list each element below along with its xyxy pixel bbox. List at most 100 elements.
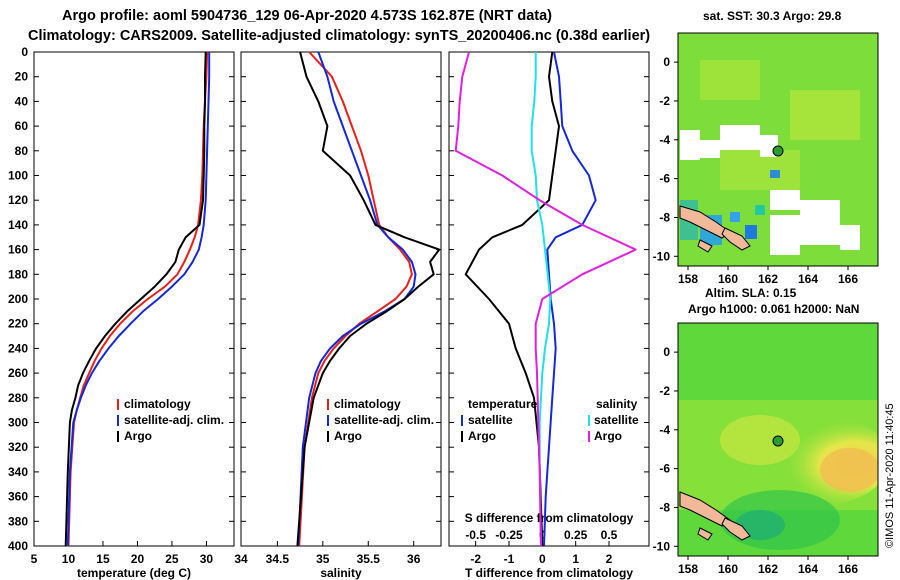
depth-tick-label: 180: [8, 267, 28, 281]
map-lat-label: -6: [659, 172, 670, 186]
legend-label: satellite-adj. clim.: [334, 413, 434, 427]
legend-swatch-climatology: [117, 399, 119, 410]
map-lon-label: 158: [678, 272, 698, 286]
series-line-climatology: [298, 51, 413, 547]
map-lat-label: -2: [659, 94, 670, 108]
depth-tick-label: 120: [8, 193, 28, 207]
x-tick-label: 0: [539, 552, 546, 566]
x2-tick-label: 0.5: [601, 528, 618, 542]
x-tick-label: -2: [470, 552, 481, 566]
salinity-legend: climatology satellite-adj. clim. Argo: [327, 397, 434, 443]
x-tick-label: 36: [407, 552, 421, 566]
x-tick-label: 1: [572, 552, 579, 566]
depth-tick-label: 40: [15, 94, 29, 108]
x-tick-label: 2: [606, 552, 613, 566]
sst-map: [677, 32, 879, 267]
map-lon-label: 166: [838, 562, 858, 576]
temperature-panel: 5 10 15 20 25 30 34 temperature (deg C): [31, 51, 248, 580]
legend-swatch-satellite: [327, 415, 329, 426]
legend-swatch-climatology: [327, 399, 329, 410]
depth-tick-label: 340: [8, 465, 28, 479]
x-axis-label: temperature (deg C): [77, 566, 191, 580]
map-lon-label: 164: [798, 272, 818, 286]
title-line-2: Climatology: CARS2009. Satellite-adjuste…: [28, 28, 650, 44]
map-lat-label: 0: [663, 345, 670, 359]
x-tick-label: 5: [31, 552, 38, 566]
legend-label: Argo: [334, 429, 362, 443]
series-line-salinity-satellite: [530, 52, 552, 547]
legend-swatch-sal-argo: [588, 431, 590, 442]
legend-swatch-satellite: [117, 415, 119, 426]
map-lon-label: 162: [758, 562, 778, 576]
depth-tick-label: 20: [15, 70, 29, 84]
x2-tick-label: -0.25: [495, 528, 523, 542]
sla-map-axes: 158 160 162 164 166 0 -2 -4 -6 -8 -10: [653, 345, 859, 576]
legend-swatch-sal-satellite: [588, 415, 590, 426]
map-lat-label: 0: [663, 55, 670, 69]
map-lat-label: -8: [659, 500, 670, 514]
depth-tick-label: 320: [8, 440, 28, 454]
x-tick-label: 15: [96, 552, 110, 566]
depth-tick-label: 100: [8, 169, 28, 183]
legend-swatch-temp-argo: [461, 431, 463, 442]
sst-map-axes: 158 160 162 164 166 0 -2 -4 -6 -8 -10: [653, 55, 859, 286]
series-line-argo: [64, 51, 207, 547]
map-lat-label: -4: [659, 133, 670, 147]
legend-label: satellite-adj. clim.: [124, 413, 224, 427]
map-lon-label: 160: [718, 562, 738, 576]
legend-swatch-argo: [327, 431, 329, 442]
depth-tick-label: 160: [8, 243, 28, 257]
legend-label: Argo: [124, 429, 152, 443]
depth-tick-label: 200: [8, 292, 28, 306]
depth-tick-label: 0: [21, 45, 28, 59]
map-lon-label: 164: [798, 562, 818, 576]
series-line-temperature-argo: [464, 51, 560, 547]
series-line-climatology: [67, 51, 209, 547]
argo-location-marker: [772, 145, 784, 157]
map-lat-label: -2: [659, 384, 670, 398]
depth-tick-label: 260: [8, 366, 28, 380]
x-tick-label: 10: [62, 552, 76, 566]
difference-legend: temperature satellite Argo salinity sate…: [461, 397, 639, 443]
map-lat-label: -10: [653, 539, 671, 553]
depth-tick-label: 60: [15, 119, 29, 133]
difference-panel: -2 -1 0 1 2T difference from climatology S di…: [448, 51, 650, 580]
x2-tick-label: 0.25: [564, 528, 588, 542]
series-line-satellite-adj-clim-: [66, 52, 211, 547]
depth-tick-label: 220: [8, 317, 28, 331]
map-lon-label: 166: [838, 272, 858, 286]
x-tick-label: 20: [131, 552, 145, 566]
x-axis-label: T difference from climatology: [465, 566, 633, 580]
depth-tick-label: 280: [8, 391, 28, 405]
depth-tick-label: 80: [15, 144, 29, 158]
map-lon-label: 162: [758, 272, 778, 286]
x-tick-label: -1: [504, 552, 515, 566]
x-tick-label: 34: [234, 552, 248, 566]
title-line-1: Argo profile: aoml 5904736_129 06-Apr-20…: [62, 8, 552, 24]
x-axis-label: salinity: [320, 566, 362, 580]
map-lat-label: -6: [659, 462, 670, 476]
x-tick-label: 25: [165, 552, 179, 566]
series-line-satellite-adj-clim-: [297, 51, 417, 547]
map-lon-label: 158: [678, 562, 698, 576]
legend-label: satellite: [594, 413, 639, 427]
sla-map-title-1: Altim. SLA: 0.15: [705, 286, 797, 300]
legend-title-temperature: temperature: [468, 397, 538, 411]
legend-swatch-temp-satellite: [461, 415, 463, 426]
sla-map: [677, 322, 879, 557]
plot-frame: [448, 51, 650, 547]
x2-tick-label: -0.5: [465, 528, 486, 542]
legend-title-salinity: salinity: [596, 397, 638, 411]
legend-label: climatology: [334, 397, 401, 411]
depth-tick-label: 240: [8, 341, 28, 355]
sla-map-title-2: Argo h1000: 0.061 h2000: NaN: [688, 302, 859, 316]
temperature-legend: climatology satellite-adj. clim. Argo: [117, 397, 224, 443]
series-line-temperature-satellite: [543, 51, 597, 547]
depth-tick-label: 400: [8, 539, 28, 553]
depth-tick-label: 140: [8, 218, 28, 232]
legend-label: Argo: [594, 429, 622, 443]
map-lat-label: -8: [659, 210, 670, 224]
depth-tick-label: 380: [8, 514, 28, 528]
x2-axis-label: S difference from climatology: [465, 511, 634, 525]
